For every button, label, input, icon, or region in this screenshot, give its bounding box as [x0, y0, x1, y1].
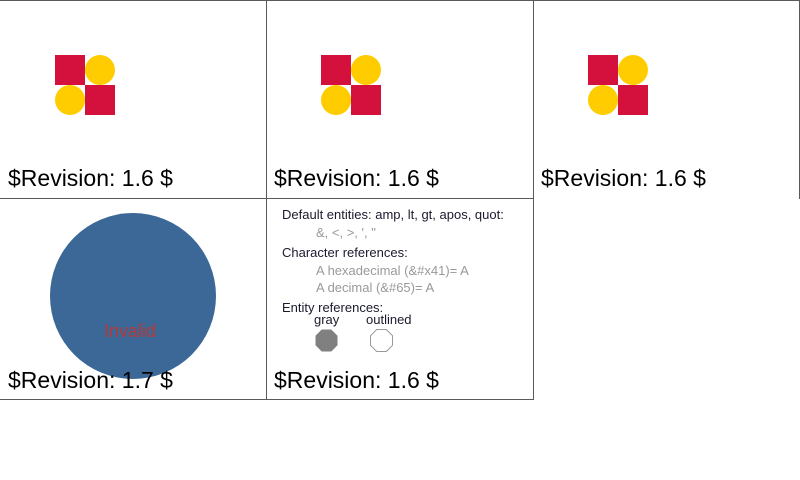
svg-text:Invalid: Invalid — [104, 321, 156, 341]
